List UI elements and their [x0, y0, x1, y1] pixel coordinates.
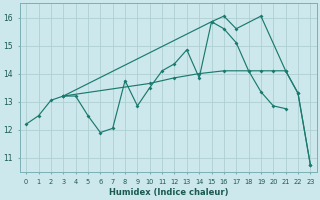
X-axis label: Humidex (Indice chaleur): Humidex (Indice chaleur) — [108, 188, 228, 197]
